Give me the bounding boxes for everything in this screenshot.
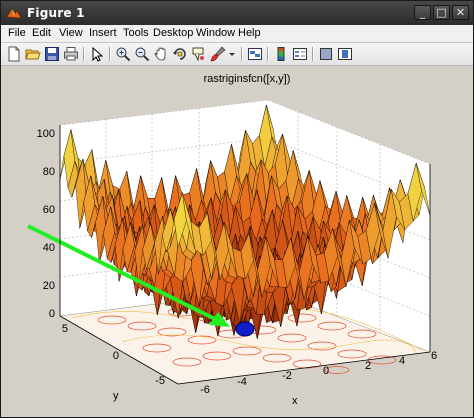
link-plot-icon[interactable] [247, 46, 263, 62]
close-button[interactable]: ✕ [452, 5, 469, 20]
matlab-icon [6, 8, 22, 19]
global-minimum-marker [235, 321, 255, 337]
z-tick: 0 [49, 308, 55, 320]
open-file-icon[interactable] [25, 46, 41, 62]
toolbar-separator [241, 47, 243, 61]
z-tick: 40 [43, 242, 55, 254]
axes-box [59, 125, 431, 385]
print-figure-icon[interactable] [63, 46, 79, 62]
rastrigin-surface [59, 104, 431, 339]
new-figure-icon[interactable] [6, 46, 22, 62]
menu-desktop[interactable]: Desktop [153, 27, 194, 39]
y-axis-label: y [113, 390, 119, 402]
axes-title: rastriginsfcn([x,y]) [204, 73, 291, 85]
figure-toolbar [1, 43, 473, 66]
edit-plot-icon[interactable] [89, 46, 105, 62]
zoom-out-icon[interactable] [134, 46, 150, 62]
brush-icon[interactable] [210, 46, 226, 62]
y-tick: 5 [62, 323, 68, 335]
x-tick: 4 [399, 355, 405, 367]
data-cursor-icon[interactable] [191, 46, 207, 62]
hide-plot-tools-icon[interactable] [318, 46, 334, 62]
menu-window[interactable]: Window [196, 27, 236, 39]
window-title: Figure 1 [27, 6, 85, 20]
x-tick: 2 [365, 360, 371, 372]
toolbar-separator [267, 47, 269, 61]
z-tick: 80 [43, 166, 55, 178]
x-axis-ticks: -6 -4 -2 0 2 4 6 [200, 350, 437, 396]
z-tick: 60 [43, 204, 55, 216]
zoom-in-icon[interactable] [115, 46, 131, 62]
menu-bar: File Edit View Insert Tools Desktop Wind… [1, 25, 473, 43]
maximize-button[interactable]: □ [433, 5, 450, 20]
menu-help[interactable]: Help [238, 27, 261, 39]
x-tick: -4 [237, 376, 247, 388]
z-tick: 100 [37, 128, 55, 140]
save-figure-icon[interactable] [44, 46, 60, 62]
minimize-button[interactable]: _ [414, 5, 431, 20]
x-tick: 0 [323, 365, 329, 377]
x-tick: -6 [200, 384, 210, 396]
toolbar-separator [83, 47, 85, 61]
title-bar[interactable]: Figure 1 _ □ ✕ [1, 1, 473, 25]
z-axis-ticks: 100 80 60 40 20 0 [37, 128, 55, 320]
figure-canvas[interactable]: rastriginsfcn([x,y]) 100 80 60 40 20 0 5… [2, 66, 473, 417]
menu-insert[interactable]: Insert [89, 27, 117, 39]
x-tick: -2 [282, 370, 292, 382]
z-tick: 20 [43, 280, 55, 292]
surface-plot-axes[interactable]: rastriginsfcn([x,y]) 100 80 60 40 20 0 5… [2, 66, 473, 417]
y-axis-ticks: 5 0 -5 [62, 323, 165, 387]
menu-edit[interactable]: Edit [32, 27, 51, 39]
menu-view[interactable]: View [59, 27, 83, 39]
x-axis-label: x [292, 395, 298, 407]
x-tick: 6 [431, 350, 437, 362]
surface-facet [416, 163, 431, 216]
rotate-3d-icon[interactable] [172, 46, 188, 62]
show-plot-tools-icon[interactable] [337, 46, 353, 62]
toolbar-separator [109, 47, 111, 61]
menu-file[interactable]: File [8, 27, 26, 39]
menu-tools[interactable]: Tools [123, 27, 149, 39]
toolbar-separator [312, 47, 314, 61]
insert-legend-icon[interactable] [292, 46, 308, 62]
insert-colorbar-icon[interactable] [273, 46, 289, 62]
pan-hand-icon[interactable] [153, 46, 169, 62]
brush-dropdown-icon[interactable] [227, 46, 237, 62]
y-tick: 0 [113, 350, 119, 362]
y-tick: -5 [155, 375, 165, 387]
